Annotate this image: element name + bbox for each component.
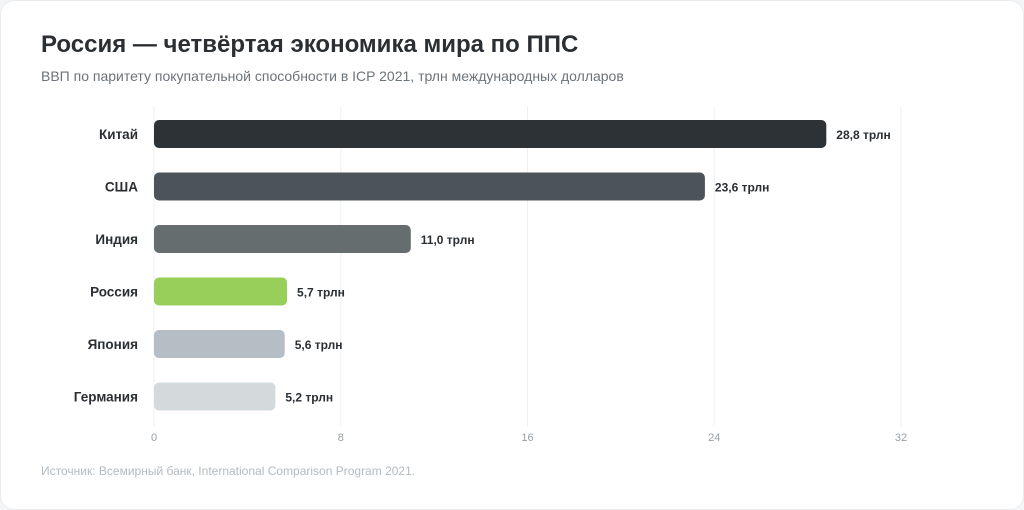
category-label: США <box>105 180 138 195</box>
category-label: Япония <box>88 337 138 352</box>
gridlines <box>153 106 902 426</box>
bar <box>154 120 827 148</box>
x-tick-label: 8 <box>338 432 344 444</box>
chart-title: Россия — четвёртая экономика мира по ППС <box>41 31 579 58</box>
category-label: Россия <box>90 285 138 300</box>
value-label: 23,6 трлн <box>715 181 769 195</box>
x-tick-label: 24 <box>708 432 720 444</box>
value-label: 5,7 трлн <box>297 286 345 300</box>
bar <box>154 172 705 201</box>
bar-chart: 0 8 16 24 32 Китай 28,8 трлн США 23,6 трлн Индия… <box>74 106 907 444</box>
x-tick-label: 32 <box>895 432 907 444</box>
chart-subtitle: ВВП по паритету покупательной способност… <box>41 68 624 84</box>
x-axis-ticks: 0 8 16 24 32 <box>151 432 907 444</box>
x-tick-label: 0 <box>151 432 157 444</box>
source-note: Источник: Всемирный банк, International … <box>41 464 416 478</box>
bar <box>154 382 276 411</box>
value-label: 11,0 трлн <box>421 233 475 247</box>
bar <box>154 277 288 306</box>
bar <box>154 330 285 358</box>
value-label: 5,2 трлн <box>285 391 333 405</box>
category-label: Германия <box>74 390 138 405</box>
x-tick-label: 16 <box>521 432 533 444</box>
bars: Китай 28,8 трлн США 23,6 трлн Индия 11,0 трлн… <box>74 120 891 411</box>
value-label: 5,6 трлн <box>295 338 343 352</box>
bar <box>154 225 411 253</box>
category-label: Китай <box>99 127 138 142</box>
category-label: Индия <box>95 232 138 247</box>
value-label: 28,8 трлн <box>836 128 890 142</box>
